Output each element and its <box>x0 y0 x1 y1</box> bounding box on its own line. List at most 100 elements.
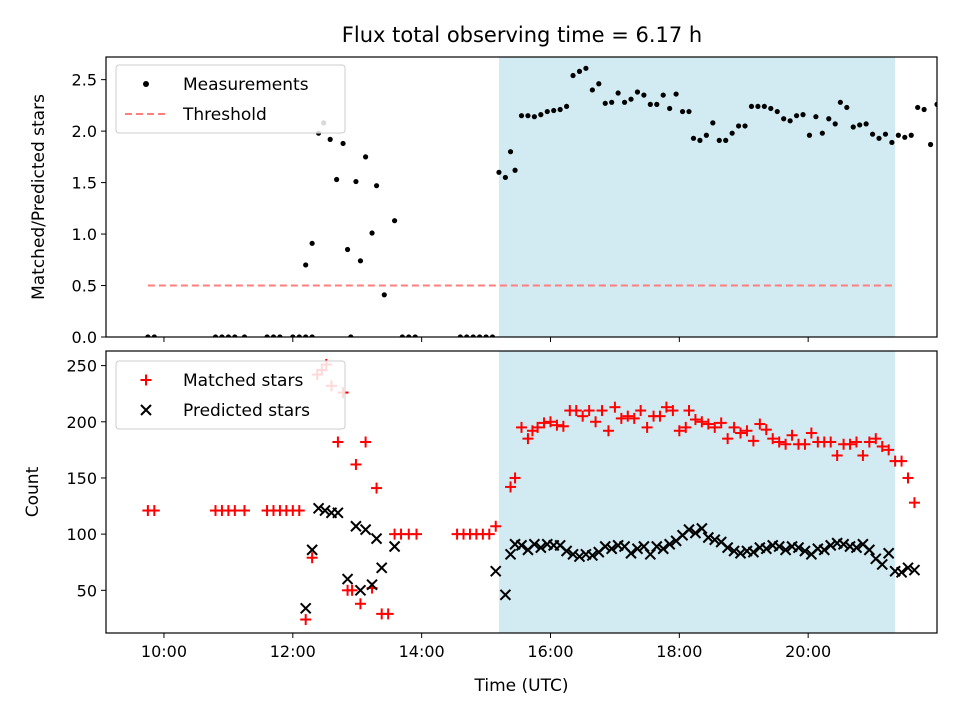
matched-point <box>615 412 627 424</box>
measurement-point <box>902 134 908 140</box>
measurement-point <box>363 154 369 160</box>
measurement-point <box>334 176 340 183</box>
measurement-point <box>225 334 231 337</box>
predicted-point <box>908 564 921 576</box>
predicted-point <box>319 504 331 517</box>
measurement-point <box>369 230 375 236</box>
measurement-point <box>303 262 309 268</box>
y-tick-label: 1.0 <box>72 225 97 244</box>
y-tick-label: 100 <box>66 525 97 544</box>
matched-point <box>350 458 362 470</box>
matched-point <box>728 421 740 433</box>
measurement-point <box>602 100 608 106</box>
measurement-point <box>464 334 470 337</box>
measurements-axes-frame <box>105 56 938 338</box>
matched-point <box>831 449 843 461</box>
measurements-panel: 0.0 0.5 1.0 1.5 2.0 2.5 Matched/Predicted sta… <box>29 56 952 347</box>
x-tick-label: 14:00 <box>399 642 445 661</box>
measurement-point <box>483 334 489 337</box>
measurement-point <box>557 106 563 113</box>
y-tick-label: 0.0 <box>72 328 97 347</box>
measurement-point <box>748 103 755 110</box>
measurement-point <box>857 122 863 128</box>
matched-point <box>735 427 747 439</box>
measurement-point <box>844 104 850 111</box>
measurements-y-axis-label: Matched/Predicted stars <box>29 94 49 300</box>
measurement-point <box>277 334 283 337</box>
matched-point <box>635 405 647 417</box>
measurement-point <box>934 101 937 107</box>
measurement-point <box>406 334 412 337</box>
measurement-point <box>667 105 673 112</box>
predicted-point <box>306 544 318 556</box>
matched-point <box>544 416 556 428</box>
predicted-point <box>779 544 792 556</box>
measurement-point <box>679 108 686 115</box>
predicted-point <box>663 538 676 550</box>
measurement-point <box>697 137 703 143</box>
predicted-point <box>299 602 312 614</box>
predicted-point <box>876 558 888 571</box>
matched-point <box>689 414 701 426</box>
matched-point <box>551 419 563 431</box>
measurement-point <box>628 96 634 102</box>
matched-point <box>332 436 344 448</box>
predicted-point <box>625 547 637 559</box>
measurement-point <box>947 137 952 142</box>
measurement-point <box>768 105 774 112</box>
matched-point <box>876 440 888 452</box>
measurement-point <box>589 87 595 93</box>
measurements-legend-marker <box>143 81 149 87</box>
y-tick-label: 2.5 <box>72 71 97 90</box>
matched-point <box>702 418 714 430</box>
measurement-point <box>151 334 157 337</box>
matched-point <box>410 528 422 540</box>
predicted-point <box>799 545 811 557</box>
measurements-y-ticks: 0.0 0.5 1.0 1.5 2.0 2.5 <box>72 71 106 347</box>
measurement-point <box>290 334 296 337</box>
measurement-point <box>525 113 531 119</box>
measurement-point <box>889 139 895 146</box>
measurement-point <box>690 135 697 141</box>
measurement-point <box>621 99 628 105</box>
matched-point <box>628 412 640 424</box>
predicted-legend-glyph <box>140 404 152 416</box>
predicted-point <box>792 541 805 554</box>
measurement-point <box>576 68 583 75</box>
measurement-point <box>518 113 525 119</box>
x-axis-label: Time (UTC) <box>474 676 569 696</box>
measurement-point <box>583 65 589 71</box>
predicted-point <box>760 543 772 555</box>
x-tick-label: 12:00 <box>270 642 316 661</box>
predicted-point <box>734 547 747 559</box>
observing-span <box>498 351 896 633</box>
measurement-point <box>850 124 856 130</box>
predicted-point <box>818 544 830 556</box>
matched-point <box>715 417 727 429</box>
matched-point <box>667 405 679 417</box>
counts-legend: Matched stars Predicted stars <box>115 360 346 430</box>
counts-axes-frame <box>105 350 938 634</box>
predicted-point <box>644 548 657 561</box>
measurements-legend-box <box>115 64 346 134</box>
measurement-point <box>686 108 692 115</box>
matched-point <box>522 433 534 445</box>
predicted-point <box>631 543 644 555</box>
measurement-point <box>703 132 709 138</box>
measurement-point <box>340 140 346 147</box>
measurement-point <box>755 103 761 110</box>
matched-point <box>883 444 895 456</box>
measurement-point <box>264 334 270 337</box>
predicted-point <box>312 502 325 514</box>
predicted-point <box>504 548 517 561</box>
predicted-point <box>350 520 362 532</box>
measurement-point <box>538 112 544 118</box>
matched-point <box>346 584 358 596</box>
predicted-point <box>825 539 837 552</box>
matched-legend-label: Matched stars <box>183 371 303 391</box>
predicted-point <box>895 566 908 579</box>
matched-point <box>660 401 672 413</box>
counts-y-axis-label: Count <box>23 466 43 517</box>
y-tick-label: 50 <box>77 581 97 600</box>
matched-point <box>148 505 160 517</box>
